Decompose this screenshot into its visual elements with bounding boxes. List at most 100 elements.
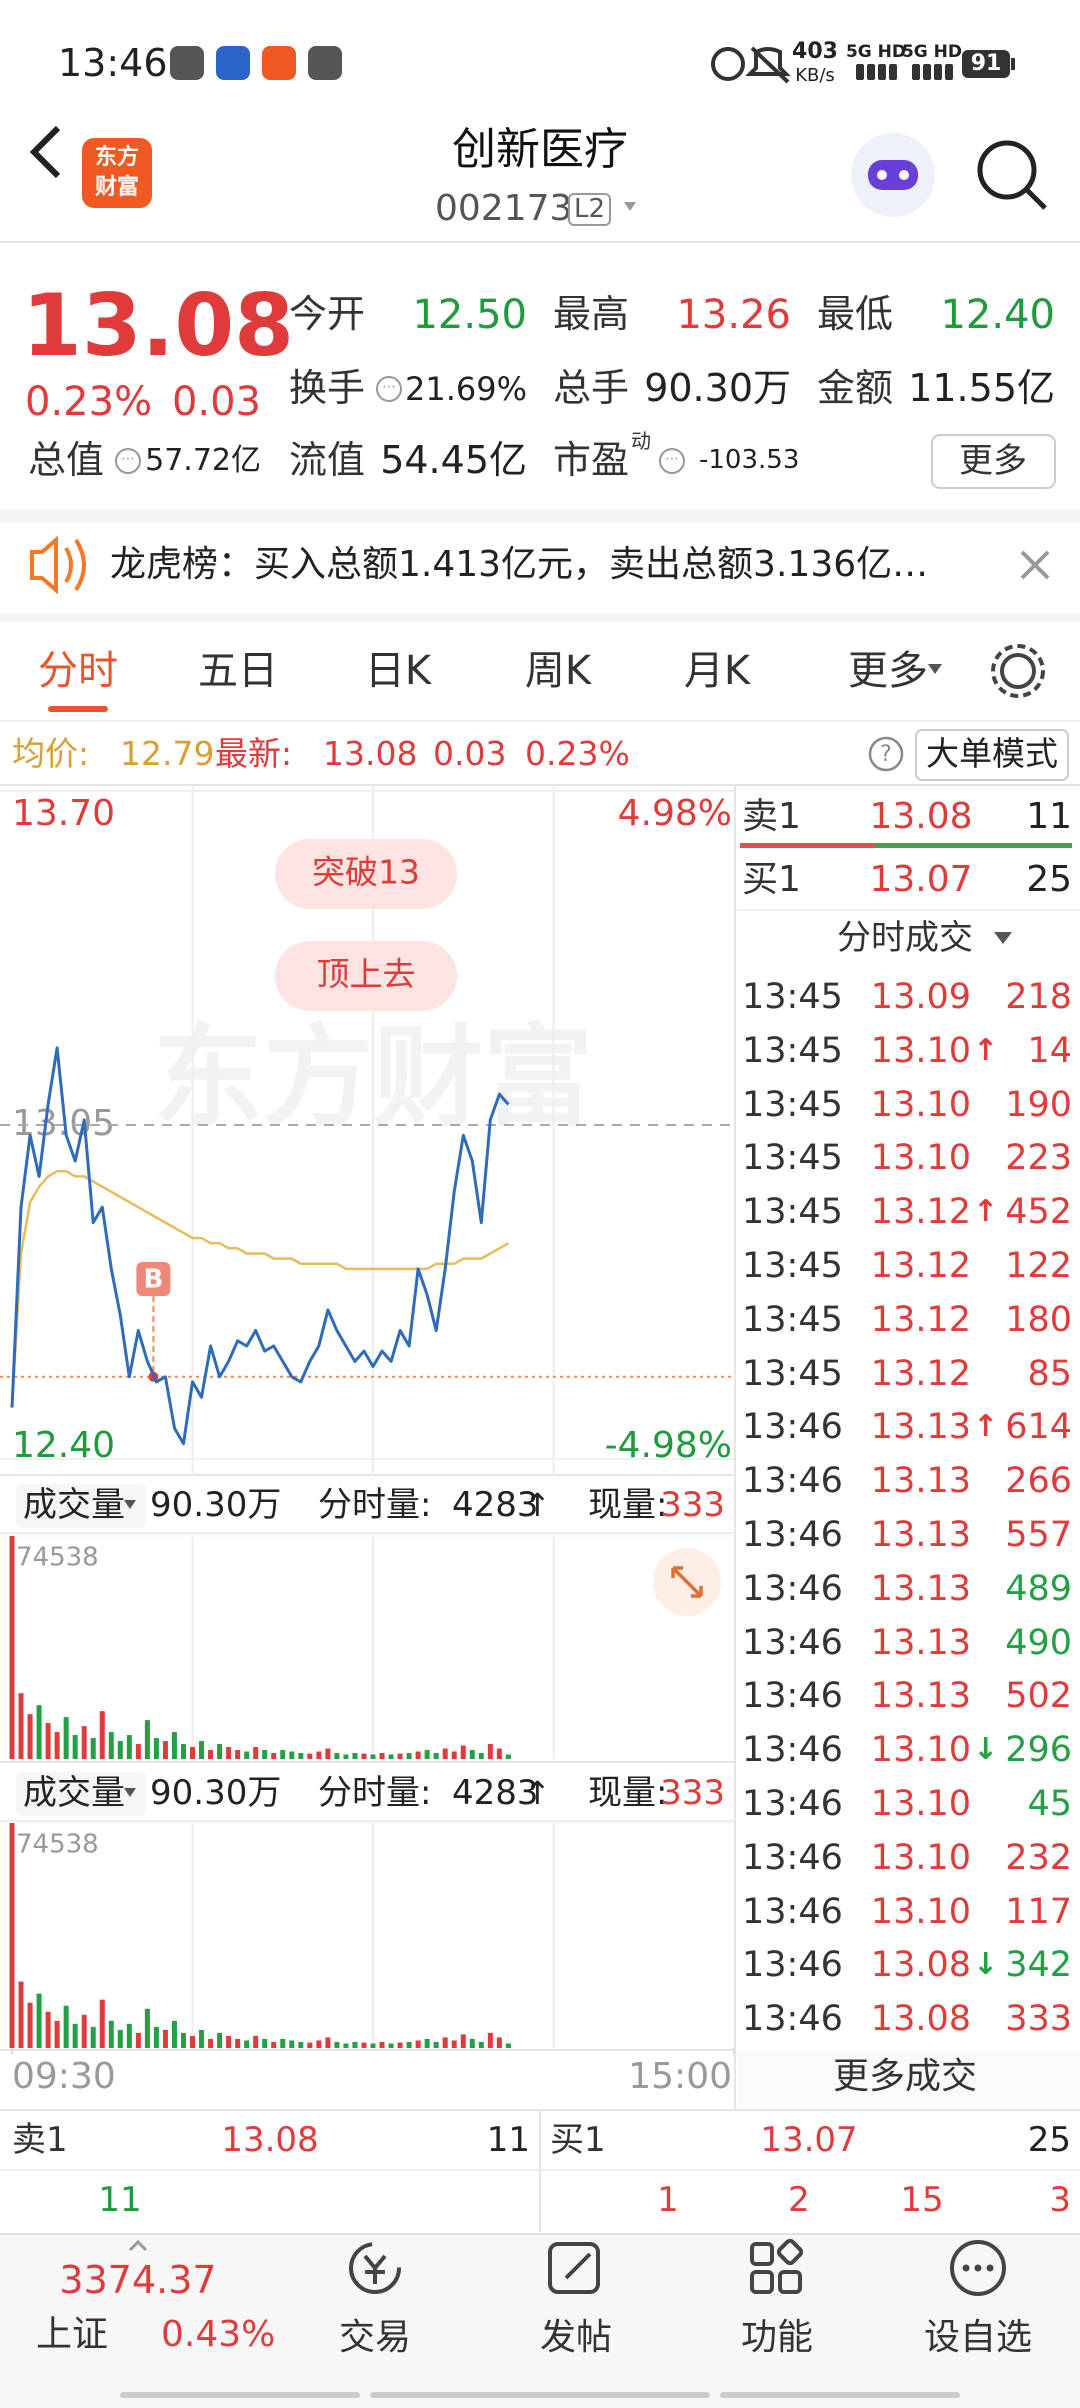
dropdown-arrow[interactable] [624,202,636,211]
now-volume: 333 [660,1772,725,1813]
trade-volume: 342 [1005,1945,1072,1986]
trade-volume: 614 [1005,1407,1072,1448]
signal-bar [912,64,920,80]
trade-volume: 502 [1005,1676,1072,1717]
func-icon [778,2270,802,2294]
stat-label: 市盈 [553,438,630,483]
close-icon[interactable] [1020,550,1050,580]
y-tick-label: 74538 [16,1830,99,1860]
back-button[interactable] [29,125,61,179]
trade-time: 13:46 [742,1515,843,1555]
more-button[interactable] [931,434,1056,489]
robot-eye [899,170,909,180]
now-label: 现量: [588,1772,668,1813]
tab[interactable]: 分时 [38,648,118,694]
volume-bar [397,2042,403,2048]
tab[interactable]: 月K [683,648,751,694]
volume-bar [334,2041,340,2048]
volume-bar [180,2032,186,2048]
more-button-text[interactable]: 更多 [959,440,1027,481]
trade-arrow: ↓ [973,1732,999,1768]
latest-change: 0.03 [433,734,507,774]
trade-price: 13.10 [870,1784,971,1824]
volume-selector[interactable] [16,1772,146,1816]
trade-time: 13:45 [742,1084,843,1125]
tab[interactable]: 日K [364,648,432,694]
nav-item[interactable]: 设自选 [923,2317,1033,2359]
gap [0,614,1080,622]
more-trades-bg[interactable] [737,2050,1080,2110]
volume-bar [162,2029,168,2048]
mode-button[interactable] [915,729,1069,781]
ask-ratio [740,843,876,848]
tab[interactable]: 五日 [198,648,278,694]
book-label: 买1 [550,2119,606,2160]
app-icon [308,46,342,80]
book-volume: 11 [1026,796,1072,838]
volume-bar [370,1754,376,1759]
stat-label: 金额 [817,366,894,411]
period-label: 分时量: [318,1772,432,1813]
book-volume: 25 [1026,859,1072,901]
yen-sign [363,2254,387,2284]
volume-bar [352,1753,358,1759]
volume-bar [144,2008,150,2048]
volume-bar [505,2043,511,2048]
y-tick-label: 74538 [16,1543,99,1573]
tag-text: 突破13 [312,853,420,892]
volume-bar [63,1717,69,1759]
volume-bar [496,2037,502,2048]
trade-time: 13:46 [742,1891,843,1932]
y2-tick-label: 4.98% [618,793,732,834]
volume-bar [424,1750,430,1759]
search-icon[interactable] [977,140,1037,200]
help-icon[interactable] [868,736,904,772]
nav-item[interactable]: 功能 [740,2317,814,2359]
trade-price: 13.13 [870,1568,971,1609]
volume-bar [199,2029,205,2048]
volume-selector[interactable] [16,1484,146,1528]
trade-time: 13:46 [742,1568,843,1609]
trade-time: 13:45 [742,1030,843,1071]
volume-label[interactable]: 成交量 [23,1484,125,1525]
tab[interactable]: 更多 [848,648,928,694]
avg-label: 均价: [12,734,90,774]
volume-bar [424,2038,430,2048]
trade-icon [349,2242,401,2294]
stat-value: 90.30万 [644,366,791,411]
home-indicator [720,2392,960,2398]
volume-bar [99,1999,105,2048]
notice-text[interactable]: 龙虎榜：买入总额1.413亿元，卖出总额3.136亿… [110,544,929,586]
index-value[interactable]: 3374.37 [59,2258,217,2303]
volume-bar [460,1745,466,1759]
settings-icon[interactable] [1000,653,1036,689]
watch-dots [962,2264,994,2272]
volume-bar [18,1693,24,1759]
period-arrow: ↑ [524,1485,551,1524]
trade-price: 13.12 [870,1246,971,1286]
volume-bar [307,1753,313,1759]
avg-value: 12.79 [120,734,215,774]
nav-item[interactable]: 交易 [338,2317,412,2359]
more-trades[interactable]: 更多成交 [832,2056,978,2098]
trade-price: 13.08 [870,1999,971,2040]
volume-bar [505,1754,511,1759]
tab[interactable]: 周K [524,648,592,694]
robot-eye [877,170,887,180]
stat-value: 54.45亿 [380,438,527,483]
queue-bid: 2 [788,2179,810,2220]
volume-bar [325,1748,331,1759]
volume-bar [334,1753,340,1759]
nav-item[interactable]: 发帖 [539,2317,613,2359]
volume-label[interactable]: 成交量 [23,1772,125,1813]
last-price: 13.08 [22,276,295,377]
stat-label: 今开 [289,292,366,337]
volume-bar [54,1732,60,1759]
volume-bar [316,1751,322,1759]
trade-volume: 45 [1027,1784,1072,1824]
mode-text[interactable]: 大单模式 [926,734,1058,774]
trade-time: 13:46 [742,1730,843,1771]
pen [564,2252,592,2280]
